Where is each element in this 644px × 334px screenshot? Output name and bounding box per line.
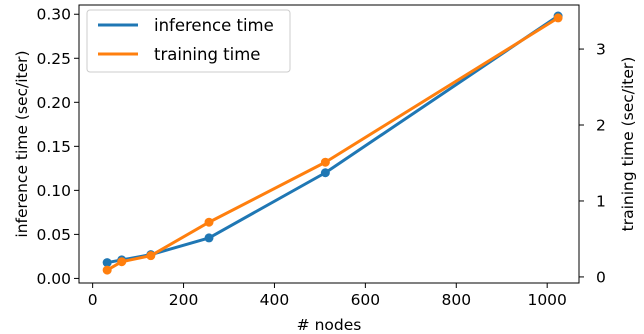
series-layer [102,11,563,275]
y-left-tick-label: 0.30 [36,6,71,24]
legend: inference time training time [86,9,291,73]
data-point-training-time [117,257,127,267]
y-right-tick-label: 0 [596,268,606,286]
y-left-tick-label: 0.25 [36,50,71,68]
data-point-training-time [204,217,214,227]
x-axis-ticks: 0 200 400 600 800 1000 [88,283,567,309]
y-left-tick-label: 0.20 [36,94,71,112]
x-tick-label: 200 [169,291,199,309]
y-left-tick-label: 0.15 [36,138,71,156]
data-point-training-time [102,265,112,275]
x-tick-label: 1000 [527,291,566,309]
x-axis-label: # nodes [297,316,362,334]
y-right-axis-label: training time (sec/iter) [619,57,637,232]
data-point-training-time [320,157,330,167]
plot-frame [78,4,580,284]
x-tick-label: 600 [351,291,381,309]
data-point-training-time [146,251,156,261]
y-right-tick-label: 3 [596,41,606,59]
y-left-axis-ticks: 0.00 0.05 0.10 0.15 0.20 0.25 0.30 [36,6,79,288]
y-right-tick-label: 2 [596,117,606,135]
legend-label-training-time: training time [154,45,260,64]
y-left-tick-label: 0.10 [36,182,71,200]
data-point-inference-time [102,258,112,268]
data-point-training-time [553,13,563,23]
data-point-inference-time [320,168,330,178]
legend-label-inference-time: inference time [154,16,274,35]
x-tick-label: 400 [260,291,290,309]
x-tick-label: 0 [88,291,98,309]
y-left-axis-label: inference time (sec/iter) [13,50,31,237]
y-left-tick-label: 0.00 [36,270,71,288]
x-tick-label: 800 [441,291,471,309]
data-point-inference-time [204,233,214,243]
y-right-axis-ticks: 0 1 2 3 [579,41,606,286]
y-right-tick-label: 1 [596,192,606,210]
y-left-tick-label: 0.05 [36,226,71,244]
